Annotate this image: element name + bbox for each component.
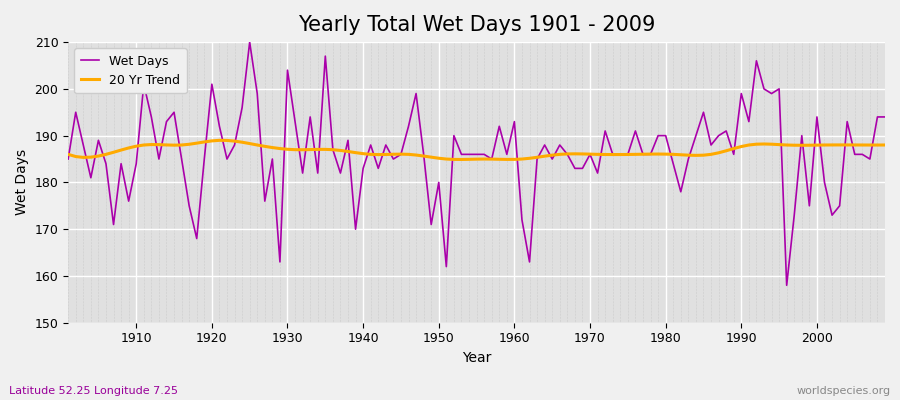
Line: Wet Days: Wet Days bbox=[68, 42, 885, 285]
20 Yr Trend bbox=[456, 157, 467, 162]
Wet Days bbox=[879, 114, 890, 119]
Wet Days bbox=[517, 218, 527, 222]
Wet Days bbox=[343, 138, 354, 143]
Title: Yearly Total Wet Days 1901 - 2009: Yearly Total Wet Days 1901 - 2009 bbox=[298, 15, 655, 35]
20 Yr Trend bbox=[63, 152, 74, 157]
Wet Days bbox=[123, 199, 134, 204]
20 Yr Trend bbox=[615, 152, 626, 157]
20 Yr Trend bbox=[879, 143, 890, 148]
Wet Days bbox=[608, 152, 618, 157]
Line: 20 Yr Trend: 20 Yr Trend bbox=[68, 140, 885, 160]
20 Yr Trend bbox=[343, 149, 354, 154]
20 Yr Trend bbox=[524, 156, 535, 161]
Text: worldspecies.org: worldspecies.org bbox=[796, 386, 891, 396]
X-axis label: Year: Year bbox=[462, 351, 491, 365]
Wet Days bbox=[297, 171, 308, 176]
Wet Days bbox=[244, 40, 255, 44]
Text: Latitude 52.25 Longitude 7.25: Latitude 52.25 Longitude 7.25 bbox=[9, 386, 178, 396]
Legend: Wet Days, 20 Yr Trend: Wet Days, 20 Yr Trend bbox=[75, 48, 186, 93]
20 Yr Trend bbox=[517, 157, 527, 162]
Y-axis label: Wet Days: Wet Days bbox=[15, 149, 29, 216]
Wet Days bbox=[63, 157, 74, 162]
Wet Days bbox=[509, 119, 520, 124]
20 Yr Trend bbox=[297, 147, 308, 152]
20 Yr Trend bbox=[214, 138, 225, 143]
Wet Days bbox=[781, 283, 792, 288]
20 Yr Trend bbox=[123, 146, 134, 150]
